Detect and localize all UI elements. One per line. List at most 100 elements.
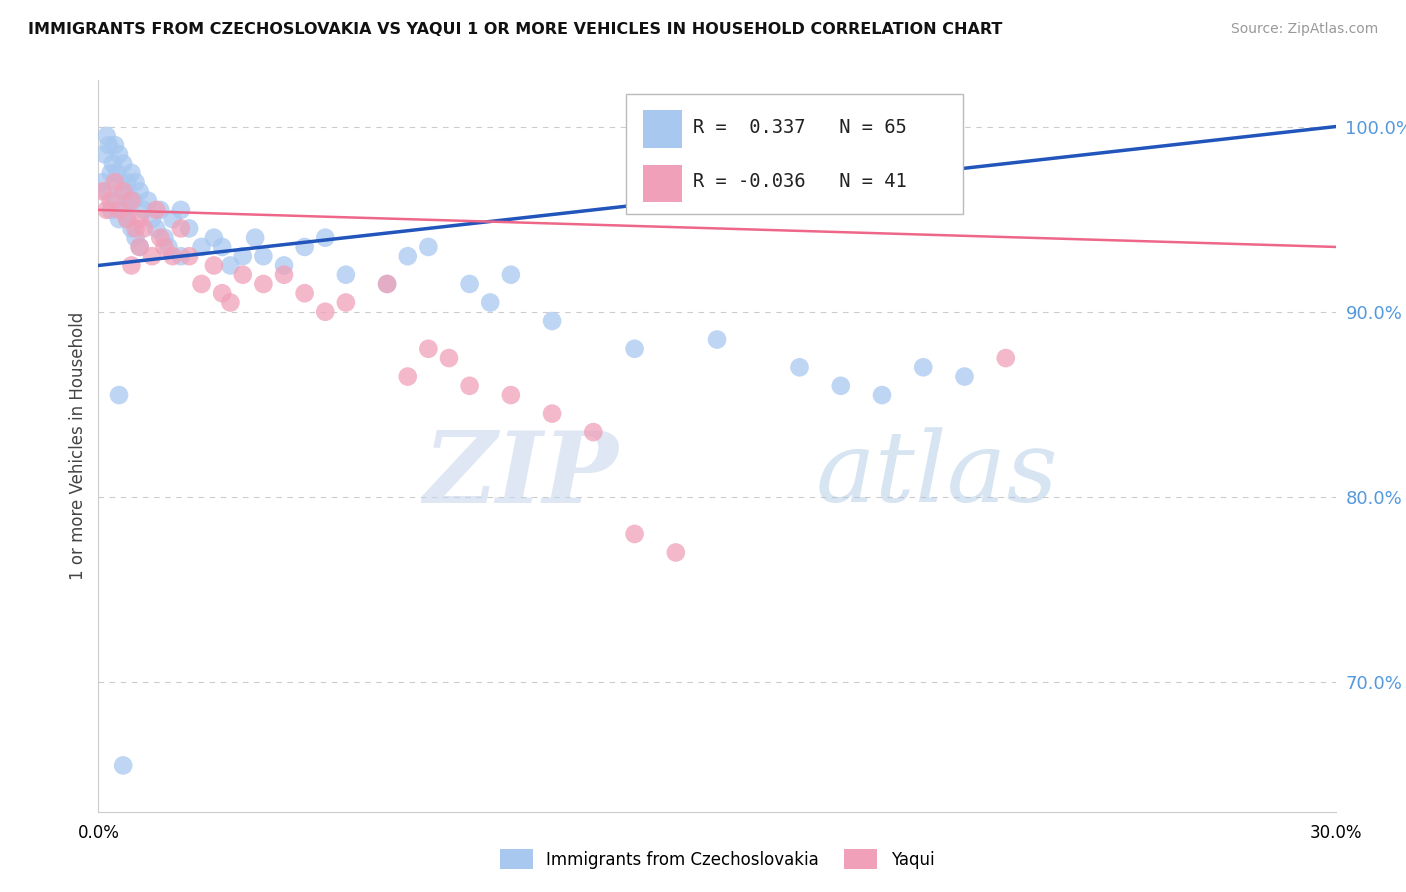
Point: [145, 221, 167, 235]
Point: [219, 295, 242, 310]
Legend: Immigrants from Czechoslovakia, Yaqui: Immigrants from Czechoslovakia, Yaqui: [499, 849, 935, 869]
Point: [170, 221, 193, 235]
Point: [93, 147, 115, 161]
Point: [458, 379, 481, 393]
Y-axis label: 1 or more Vehicles in Household: 1 or more Vehicles in Household: [69, 312, 87, 580]
Point: [314, 304, 336, 318]
Point: [136, 194, 159, 208]
Point: [118, 194, 141, 208]
Point: [232, 249, 254, 263]
Point: [623, 342, 645, 356]
Point: [665, 545, 688, 559]
Point: [117, 175, 139, 189]
Point: [418, 342, 440, 356]
Point: [162, 212, 184, 227]
Point: [499, 388, 522, 402]
Point: [132, 221, 155, 235]
Point: [141, 249, 163, 263]
Point: [105, 166, 128, 180]
Point: [243, 230, 266, 244]
Point: [110, 175, 132, 189]
Point: [375, 277, 398, 291]
Point: [100, 166, 122, 180]
Point: [96, 128, 118, 143]
Point: [252, 249, 274, 263]
Point: [96, 185, 118, 199]
Point: [219, 259, 242, 273]
Point: [335, 295, 357, 310]
Point: [108, 212, 131, 227]
Point: [294, 286, 316, 301]
Point: [499, 268, 522, 282]
Point: [108, 388, 131, 402]
Point: [101, 156, 124, 170]
Point: [117, 212, 139, 227]
Point: [124, 221, 146, 235]
Point: [128, 240, 150, 254]
Point: [128, 185, 150, 199]
Point: [112, 185, 135, 199]
Point: [202, 259, 225, 273]
Point: [141, 212, 163, 227]
Point: [294, 240, 316, 254]
Text: R =  0.337   N = 65: R = 0.337 N = 65: [693, 118, 907, 136]
Point: [145, 202, 167, 217]
Point: [789, 360, 811, 375]
Point: [396, 369, 419, 384]
Text: R = -0.036   N = 41: R = -0.036 N = 41: [693, 172, 907, 191]
Point: [104, 138, 127, 153]
Point: [418, 240, 440, 254]
Point: [582, 425, 605, 439]
Point: [120, 194, 142, 208]
Point: [124, 175, 146, 189]
Point: [128, 212, 150, 227]
Point: [870, 388, 893, 402]
Point: [252, 277, 274, 291]
Point: [120, 166, 142, 180]
Point: [96, 202, 118, 217]
Point: [112, 202, 135, 217]
Point: [202, 230, 225, 244]
Text: IMMIGRANTS FROM CZECHOSLOVAKIA VS YAQUI 1 OR MORE VEHICLES IN HOUSEHOLD CORRELAT: IMMIGRANTS FROM CZECHOSLOVAKIA VS YAQUI …: [28, 22, 1002, 37]
Point: [128, 240, 150, 254]
Point: [541, 407, 564, 421]
Text: atlas: atlas: [815, 427, 1059, 523]
Point: [91, 175, 114, 189]
Point: [396, 249, 419, 263]
Point: [190, 240, 212, 254]
Point: [104, 194, 127, 208]
Text: Source: ZipAtlas.com: Source: ZipAtlas.com: [1230, 22, 1378, 37]
Point: [273, 259, 295, 273]
Point: [153, 240, 176, 254]
Point: [830, 379, 852, 393]
Point: [190, 277, 212, 291]
Point: [120, 221, 142, 235]
Point: [706, 333, 728, 347]
Point: [179, 249, 201, 263]
Point: [122, 194, 145, 208]
Point: [117, 212, 139, 227]
Point: [91, 185, 114, 199]
Point: [108, 202, 131, 217]
Point: [335, 268, 357, 282]
Point: [179, 221, 201, 235]
Point: [314, 230, 336, 244]
Point: [114, 185, 136, 199]
Point: [104, 175, 127, 189]
Point: [97, 138, 120, 153]
Point: [994, 351, 1017, 365]
Point: [149, 202, 172, 217]
Point: [232, 268, 254, 282]
Point: [112, 156, 135, 170]
Point: [623, 527, 645, 541]
Point: [170, 202, 193, 217]
Point: [211, 240, 233, 254]
Point: [149, 230, 172, 244]
Point: [100, 202, 122, 217]
Point: [953, 369, 976, 384]
Point: [162, 249, 184, 263]
Point: [437, 351, 460, 365]
Point: [100, 194, 122, 208]
Point: [541, 314, 564, 328]
Point: [132, 202, 155, 217]
